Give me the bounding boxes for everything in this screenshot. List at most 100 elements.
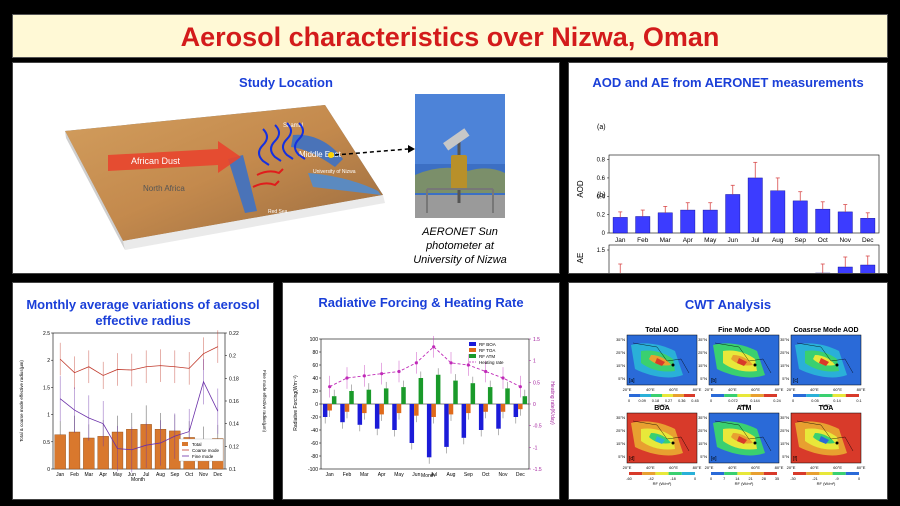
radius-xtick-label: Aug [156,472,165,478]
forcing-ytick-label-left: 40 [312,376,318,382]
cwt-colorbar-tick: 0 [710,399,712,403]
cwt-colorbar-tick: -9 [835,477,838,481]
forcing-toa-bar [379,404,384,414]
forcing-ytick-label-left: 0 [315,402,318,408]
aod-ytick-label: 0.8 [597,158,606,164]
forcing-ytick-label-left: -40 [311,428,318,434]
aod-xtick-label: Aug [772,237,784,244]
forcing-atm-bar [384,388,389,404]
radius-ylabel-left: Total & coarse mode effective radius(µm) [19,360,24,442]
cwt-lat-label: 25°N [616,350,625,355]
radius-xtick-label: Dec [213,472,222,478]
radius-xtick-label: May [113,472,123,478]
forcing-ytick-label-left: -100 [308,467,318,473]
cwt-map-tag: [b] [711,378,717,384]
cwt-lat-label: 15°N [698,363,707,368]
forcing-toa-bar [414,404,419,416]
cwt-lon-label: 40°E [728,387,737,392]
cwt-lon-label: 60°E [751,387,760,392]
cwt-colorbar-tick: -60 [626,477,632,481]
cwt-colorbar-segment [669,472,682,475]
aod-bar [726,194,740,233]
radius-ytick-label-left: 1.5 [43,385,50,391]
radius-xtick-label: Oct [185,472,193,478]
cwt-lat-label: 5°N [782,376,789,381]
cwt-colorbar-tick: 0.1 [856,399,861,403]
cwt-colorbar-segment [793,472,806,475]
forcing-boa-bar [410,404,415,443]
forcing-ytick-label-right: -1.5 [533,467,542,473]
study-location-figure: African Dust North Africa Middle East Sh… [13,63,559,273]
aod-xtick-label: Jun [728,237,739,244]
forcing-boa-bar [340,404,345,422]
cwt-colorbar-segment [764,472,777,475]
cwt-colorbar-tick: 0 [710,477,712,481]
cwt-lon-label: 20°E [787,465,796,470]
aod-xtick-label: Nov [839,237,851,244]
cwt-lon-label: 20°E [623,387,632,392]
cwt-colorbar-tick: 0.36 [678,399,685,403]
forcing-xtick-label: Jun [412,472,420,478]
forcing-ytick-label-left: -80 [311,454,318,460]
cwt-colorbar-tick: 0.072 [728,399,738,403]
cwt-colorbar-segment [833,394,846,397]
cwt-colorbar-tick: -30 [790,477,796,481]
cwt-colorbar-tick: 0.14 [833,399,840,403]
cwt-lon-label: 80°E [693,387,702,392]
cwt-map-site-marker [672,364,675,367]
cwt-colorbar-segment [751,472,764,475]
aod-ytick-label: 0 [602,231,606,237]
cwt-lon-label: 60°E [751,465,760,470]
forcing-toa-bar [466,404,471,413]
forcing-atm-bar [419,378,424,404]
cwt-colorbar-segment [684,394,695,397]
aod-bar [771,191,785,233]
forcing-ylabel-right: Heating rate(K/day) [549,381,555,425]
aod-bar [703,210,717,233]
cwt-lat-label: 25°N [780,350,789,355]
cwt-colorbar-segment [629,394,640,397]
forcing-boa-bar [392,404,397,430]
aod-xtick-label: Jul [751,237,760,244]
radius-xtick-label: Sep [170,472,179,478]
forcing-xtick-label: Apr [378,472,386,478]
forcing-atm-bar [401,387,406,404]
forcing-atm-bar [471,383,476,404]
cwt-colorbar-segment [833,472,846,475]
radiative-forcing-panel: Radiative Forcing & Heating Rate Month R… [282,282,560,500]
forcing-xtick-label: May [394,472,404,478]
effective-radius-chart: Month Total & coarse mode effective radi… [13,283,273,499]
cwt-lon-label: 60°E [669,387,678,392]
label-red-sea: Red Sea [268,209,288,215]
radius-ytick-label-left: 1 [47,413,50,419]
radius-ytick-label-right: 0.2 [229,354,236,360]
forcing-boa-bar [462,404,467,438]
forcing-ytick-label-left: -60 [311,441,318,447]
cwt-colorbar-segment [642,472,655,475]
aod-xtick-label: Feb [637,237,649,244]
cwt-map-site-marker [836,442,839,445]
cwt-lat-label: 25°N [616,428,625,433]
cwt-lat-label: 15°N [780,363,789,368]
cwt-colorbar-tick: 0.144 [750,399,760,403]
aod-ytick-label: 0.4 [597,194,606,200]
radius-ytick-label-right: 0.18 [229,376,239,382]
ae-ytick-label: 1.5 [597,248,606,254]
radius-total-bar [83,438,94,469]
forcing-ytick-label-right: 0 [533,402,536,408]
nizwa-marker [328,152,334,158]
forcing-xtick-label: Dec [516,472,525,478]
forcing-ytick-label-left: 60 [312,363,318,369]
forcing-toa-bar [483,404,488,412]
radius-ytick-label-right: 0.12 [229,444,239,450]
cwt-map-site-marker [836,364,839,367]
aod-bar [636,216,650,233]
cwt-lon-label: 40°E [728,465,737,470]
radius-legend-label: Coarse mode [192,448,220,453]
page-title: Aerosol characteristics over Nizwa, Oman [13,22,887,53]
forcing-toa-bar [327,404,332,411]
forcing-xtick-label: Aug [447,472,456,478]
radius-total-bar [55,435,66,469]
cwt-lon-label: 20°E [705,387,714,392]
cwt-lat-label: 15°N [616,441,625,446]
